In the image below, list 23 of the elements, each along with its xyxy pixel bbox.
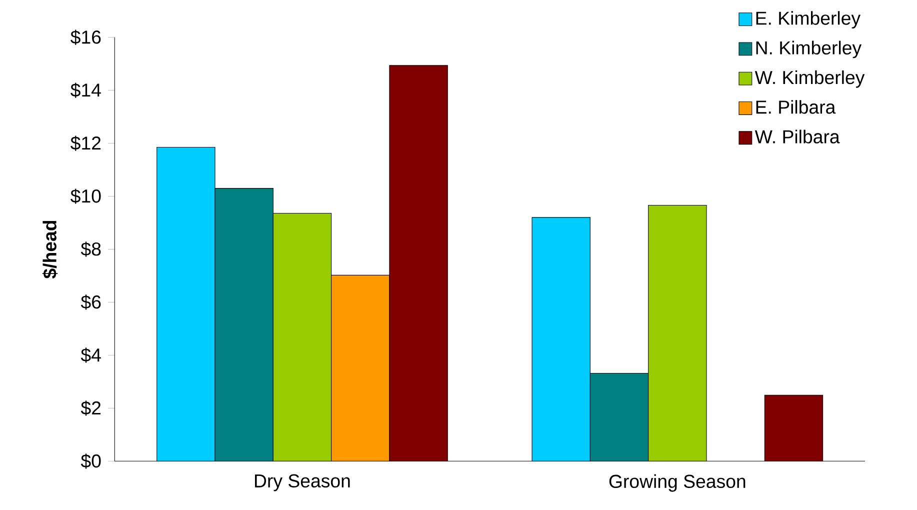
y-tick-label: $2 <box>80 400 101 416</box>
y-tick-label: $14 <box>70 82 101 98</box>
y-tick-label: $6 <box>80 294 101 310</box>
y-tick-label: $0 <box>80 453 101 468</box>
legend-label: W. Kimberley <box>754 70 865 88</box>
y-tick-label: $8 <box>80 241 101 257</box>
bar <box>273 212 332 461</box>
bar <box>532 216 590 461</box>
legend-label: E. Kimberley <box>756 10 861 28</box>
y-tick-label: $10 <box>70 188 101 204</box>
y-tick-label: $16 <box>70 30 101 45</box>
x-tick-label: Growing Season <box>609 474 746 492</box>
legend-label: E. Pilbara <box>756 100 836 114</box>
legend-label: N. Kimberley <box>756 40 862 58</box>
y-axis-title: $/head <box>42 220 58 278</box>
y-tick-label: $4 <box>80 347 101 363</box>
y-tick-label: $12 <box>70 135 101 151</box>
legend-label: W. Pilbara <box>754 129 840 144</box>
bar <box>389 65 448 461</box>
bar <box>764 394 824 461</box>
bar <box>648 204 707 461</box>
x-tick-label: Dry Season <box>255 474 350 491</box>
bar <box>156 147 215 461</box>
